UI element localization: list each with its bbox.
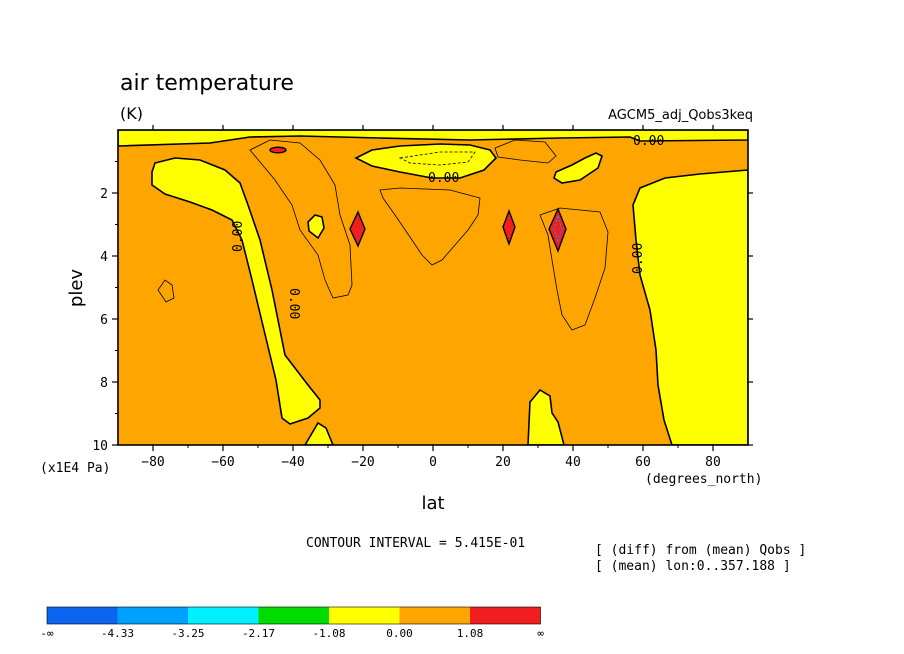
colorbar-label: 1.08 [457,627,484,640]
x-tick-label: 40 [565,455,581,470]
red-core-nh2 [548,207,567,253]
x-tick-label: 0 [429,455,437,470]
note-mean: [ (mean) lon:0..357.188 ] [595,559,791,574]
y-tick-label: 2 [100,187,108,202]
colorbar-swatch [399,607,470,624]
x-tick-label: −60 [211,455,234,470]
contour-small-loop [157,279,175,303]
x-tick-label: −20 [351,455,374,470]
x-tick-label: −80 [141,455,164,470]
y-tick-label: 10 [92,439,108,454]
note-diff: [ (diff) from (mean) Qobs ] [595,543,806,558]
y-axis-units: (x1E4 Pa) [40,461,110,476]
x-axis-units: (degrees_north) [645,472,762,487]
x-axis: −80 −60 −40 −20 0 20 40 60 80 [141,125,721,470]
contour-nh-loop [539,207,609,331]
red-core-top [269,146,287,154]
contour-sh-loop [249,139,353,299]
chart-title: air temperature [120,71,294,96]
colorbar-label: -4.33 [101,627,134,640]
contour-label: 0.00 [631,243,646,274]
contour-label: 0.00 [633,134,664,149]
contour-label: 0.00 [428,171,459,186]
plot-area [118,130,748,445]
colorbar-swatch [470,607,541,624]
y-tick-label: 8 [100,376,108,391]
y-axis-label: plev [66,269,87,308]
inner-contour-nh2 [553,214,563,244]
colorbar-label: 0.00 [386,627,413,640]
y-axis: 2 4 6 8 10 [92,161,753,454]
contour-upper-dashed [398,151,476,166]
red-core-sh [349,210,366,248]
colorbar-label: -∞ [40,627,54,640]
x-tick-label: −40 [281,455,304,470]
contour-upper-nh [494,139,557,164]
contour-label: 0.00 [231,221,246,252]
region-small-patch [307,214,325,240]
region-northern-bottom [527,388,565,445]
region-southern-tongue [151,157,321,425]
contour-label: 0.00 [286,288,301,319]
chart-units: (K) [120,104,143,123]
region-ne-blob [553,152,603,184]
colorbar-label: -1.08 [312,627,345,640]
colorbar-swatch [47,607,118,624]
x-tick-label: 80 [705,455,721,470]
colorbar-swatch [188,607,259,624]
red-core-nh [502,209,516,247]
region-upper-lens [354,143,498,179]
y-tick-label: 4 [100,250,108,265]
region-southern-bottom [304,421,334,445]
colorbar: -∞ -4.33 -3.25 -2.17 -1.08 0.00 1.08 ∞ [40,606,544,640]
region-top-strip [118,130,748,147]
contour-interval: CONTOUR INTERVAL = 5.415E-01 [306,536,525,551]
colorbar-swatch [329,607,400,624]
colorbar-label: -3.25 [171,627,204,640]
dataset-name: AGCM5_adj_Qobs3keq [608,108,753,123]
colorbar-label: ∞ [537,627,544,640]
x-tick-label: 60 [635,455,651,470]
colorbar-label: -2.17 [242,627,275,640]
colorbar-frame [46,606,541,625]
contour-mid-trough [379,187,481,266]
colorbar-swatch [117,607,188,624]
y-tick-label: 6 [100,313,108,328]
region-northern-band [632,169,748,445]
colorbar-swatch [258,607,329,624]
x-axis-label: lat [421,493,444,514]
x-tick-label: 20 [495,455,511,470]
